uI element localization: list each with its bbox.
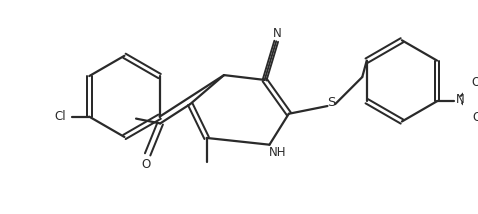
Text: O: O [141, 158, 151, 171]
Text: O: O [472, 111, 478, 124]
Text: NH: NH [269, 146, 286, 159]
Text: Cl: Cl [54, 110, 66, 123]
Text: N: N [456, 93, 465, 106]
Text: S: S [327, 96, 336, 109]
Text: N: N [273, 27, 282, 40]
Text: O: O [471, 76, 478, 89]
